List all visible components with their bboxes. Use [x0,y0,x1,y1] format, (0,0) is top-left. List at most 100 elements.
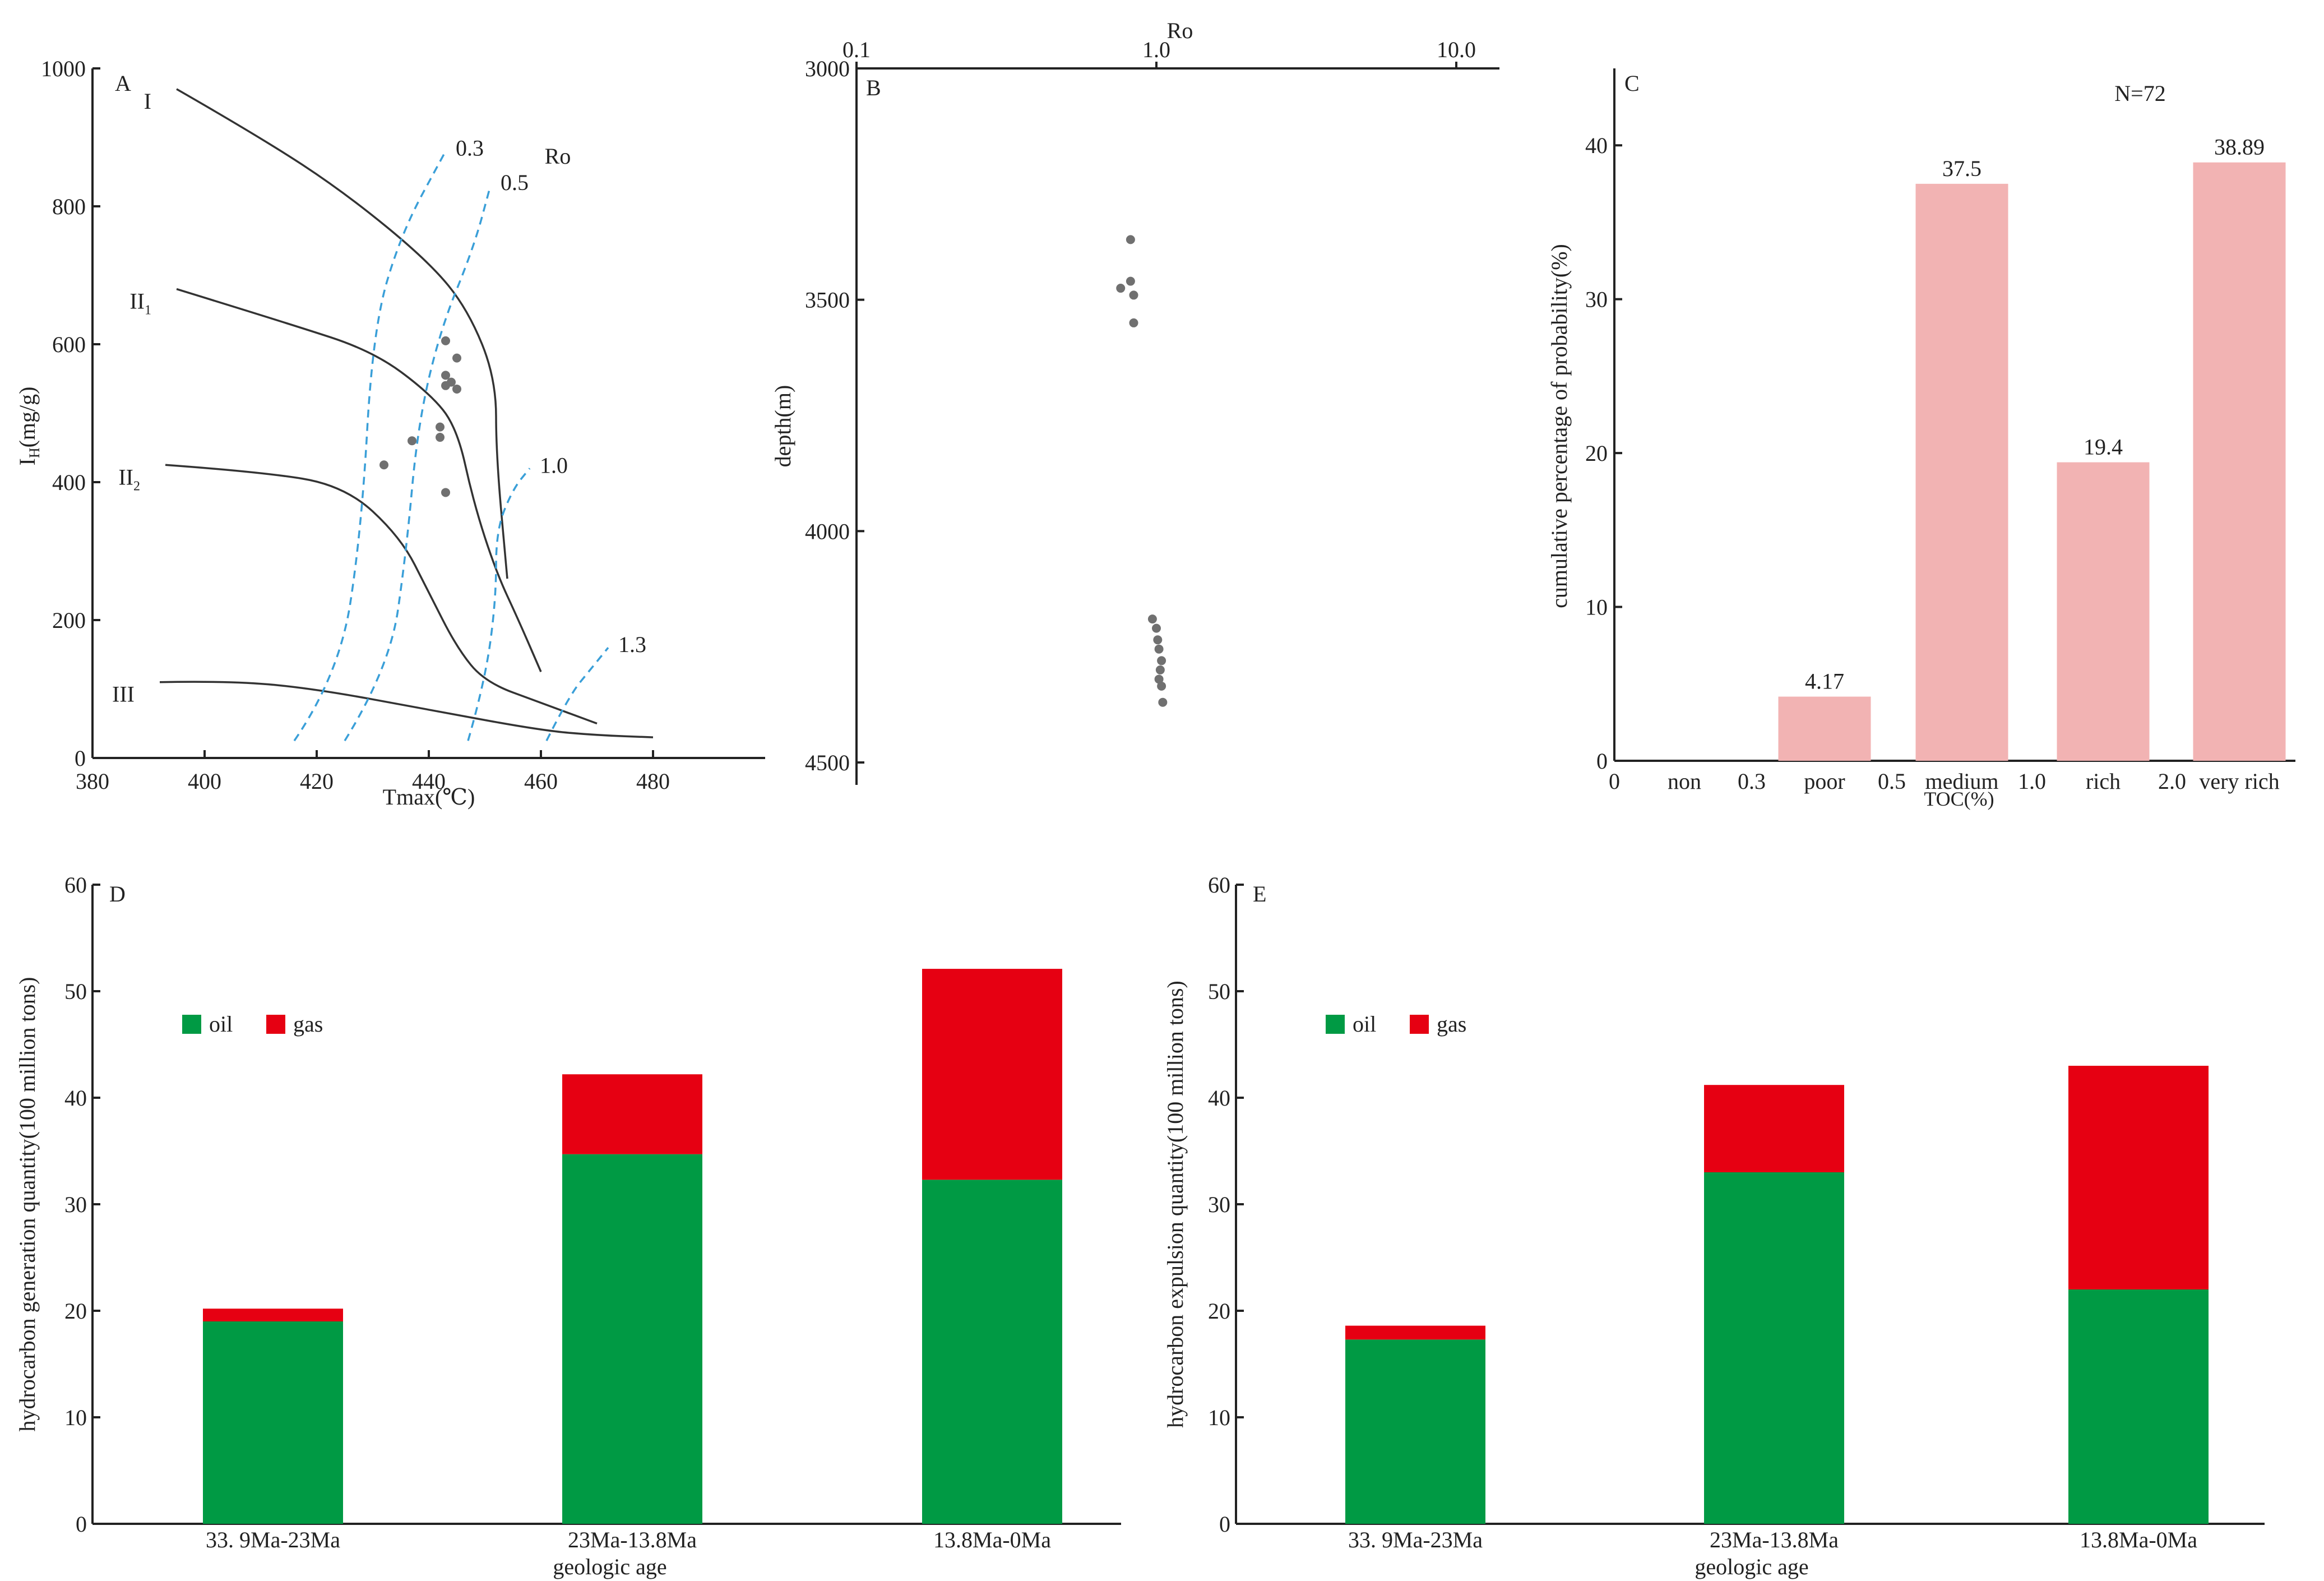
y-tick-label: 30 [1208,1192,1230,1217]
panel-b-ro-depth-plot: 0.1 1.0 10.0 3000 3500 4000 4500 B Ro depth(m) [770,18,1499,785]
x-axis-label: geologic age [553,1554,666,1579]
legend-swatch-gas [1410,1015,1429,1034]
sample-point [1126,276,1135,286]
gas-bar [2068,1066,2209,1289]
y-tick-label: 20 [1208,1298,1230,1324]
category-label: medium [1925,769,1998,794]
gas-bar [203,1309,343,1321]
ro-line-label: 0.5 [501,170,529,195]
sample-point [441,488,450,497]
gas-bar [562,1074,702,1154]
sample-point [1158,697,1168,707]
ro-line [293,150,447,742]
category-label: poor [1804,769,1845,794]
boundary-label: 0.3 [1738,769,1766,794]
boundary-label: 0.5 [1878,769,1906,794]
ro-line-label: 1.3 [618,632,646,657]
ro-line [344,185,492,742]
y-tick-label: 10 [64,1405,87,1430]
boundary-label: 2.0 [2158,769,2186,794]
y-tick-label: 40 [64,1085,87,1111]
legend-swatch-oil [1326,1015,1345,1034]
oil-bar [203,1321,343,1524]
sample-point [441,336,450,345]
panel-label: A [115,71,131,96]
y-tick-label: 4000 [805,519,850,544]
x-tick-label: 0.1 [842,37,871,62]
toc-bar [1778,696,1871,761]
y-tick-label: 10 [1208,1405,1230,1430]
x-tick-label: 420 [300,769,334,794]
x-tick-label: 460 [524,769,558,794]
sample-point [441,381,450,390]
panel-label: C [1624,71,1640,96]
x-tick-label: 1.0 [1142,37,1170,62]
x-axis-label: Tmax(℃) [383,784,475,810]
x-tick-label: 480 [636,769,670,794]
bar-value-label: 19.4 [2084,434,2123,460]
sample-point [1154,674,1164,684]
sample-point [379,460,388,470]
boundary-label: 1.0 [2018,769,2046,794]
x-tick-label: 400 [188,769,221,794]
category-label: 33. 9Ma-23Ma [1348,1527,1483,1552]
oil-bar [562,1154,702,1524]
kerogen-curve [176,88,508,579]
toc-bar [1915,183,2008,761]
y-tick-label: 60 [64,872,87,898]
y-tick-label: 200 [52,608,86,633]
ro-line [545,647,609,742]
x-tick-label: 380 [76,769,109,794]
sample-point [1155,665,1165,674]
y-tick-label: 1000 [41,56,86,81]
y-tick-label: 20 [1585,441,1608,466]
y-tick-label: 0 [76,1511,87,1537]
kerogen-label: I [144,89,151,114]
kerogen-curve [165,464,598,725]
oil-bar [2068,1289,2209,1524]
sample-point [1129,318,1138,327]
y-axis-label: hydrocarbon generation quantity(100 mill… [15,977,40,1432]
sample-point [1154,644,1164,654]
y-tick-label: 40 [1208,1085,1230,1111]
ro-title: Ro [545,144,571,169]
sample-point [452,384,461,394]
y-tick-label: 400 [52,470,86,495]
bar-value-label: 38.89 [2214,135,2265,160]
sample-point [1157,656,1166,665]
kerogen-label: II1 [129,289,151,318]
category-label: 23Ma-13.8Ma [568,1527,697,1552]
y-tick-label: 3500 [805,288,850,313]
panel-label: E [1253,881,1266,907]
y-tick-label: 600 [52,332,86,357]
y-tick-label: 0 [1219,1511,1230,1537]
sample-count: N=72 [2114,81,2165,106]
panel-c-toc-bar-chart: 0 10 20 30 40 C N=72 cumulative percentage of p… [1547,68,2295,810]
legend-swatch-oil [182,1015,201,1034]
oil-bar [922,1180,1062,1524]
category-label: non [1668,769,1701,794]
y-tick-label: 40 [1585,133,1608,158]
toc-bar [2057,462,2150,761]
sample-point [436,422,445,432]
ro-line-label: 0.3 [456,136,484,161]
category-label: 13.8Ma-0Ma [2080,1527,2197,1552]
panel-a-kerogen-plot: 380 400 420 440 460 480 0 200 400 600 800 1000 A Tmax… [15,56,765,810]
toc-bar [2193,162,2286,761]
category-label: very rich [2199,769,2279,794]
x-axis-label: Ro [1167,18,1193,43]
ro-line [467,468,531,741]
y-tick-label: 10 [1585,595,1608,620]
category-label: 13.8Ma-0Ma [933,1527,1051,1552]
sample-point [452,353,461,363]
y-tick-label: 800 [52,194,86,219]
x-axis-label: TOC(%) [1924,788,1994,810]
category-label: rich [2086,769,2121,794]
y-tick-label: 30 [64,1192,87,1217]
x-tick-label: 440 [412,769,446,794]
sample-point [1126,235,1135,244]
y-tick-label: 30 [1585,287,1608,312]
category-label: 33. 9Ma-23Ma [206,1527,340,1552]
